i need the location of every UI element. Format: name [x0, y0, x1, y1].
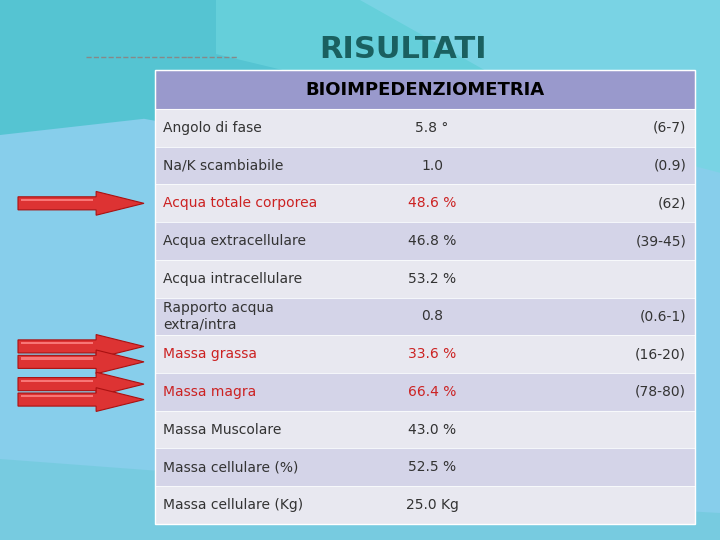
Text: 0.8: 0.8: [421, 309, 443, 323]
Polygon shape: [21, 357, 92, 360]
Bar: [155, 298, 695, 335]
Text: (39-45): (39-45): [635, 234, 686, 248]
Bar: [155, 373, 695, 411]
Polygon shape: [18, 350, 144, 374]
Polygon shape: [21, 395, 92, 397]
Text: 53.2 %: 53.2 %: [408, 272, 456, 286]
Polygon shape: [18, 388, 144, 411]
Polygon shape: [216, 0, 720, 173]
Text: Massa cellulare (%): Massa cellulare (%): [163, 460, 299, 474]
Polygon shape: [21, 342, 92, 345]
Text: Angolo di fase: Angolo di fase: [163, 121, 262, 135]
Polygon shape: [21, 380, 92, 382]
Text: (78-80): (78-80): [635, 385, 686, 399]
Bar: [155, 222, 695, 260]
Text: 48.6 %: 48.6 %: [408, 197, 456, 211]
Bar: [155, 70, 695, 524]
Text: 46.8 %: 46.8 %: [408, 234, 456, 248]
Text: 33.6 %: 33.6 %: [408, 347, 456, 361]
Text: (0.9): (0.9): [653, 159, 686, 173]
Text: 5.8 °: 5.8 °: [415, 121, 449, 135]
Text: (6-7): (6-7): [653, 121, 686, 135]
Text: 66.4 %: 66.4 %: [408, 385, 456, 399]
Polygon shape: [18, 335, 144, 359]
Text: BIOIMPEDENZIOMETRIA: BIOIMPEDENZIOMETRIA: [305, 80, 544, 99]
Polygon shape: [18, 372, 144, 396]
Text: Massa grassa: Massa grassa: [163, 347, 258, 361]
Text: (16-20): (16-20): [635, 347, 686, 361]
Text: Acqua intracellulare: Acqua intracellulare: [163, 272, 302, 286]
Bar: [155, 411, 695, 448]
Polygon shape: [0, 459, 720, 540]
Polygon shape: [0, 0, 504, 151]
Bar: [155, 335, 695, 373]
Text: 52.5 %: 52.5 %: [408, 460, 456, 474]
Bar: [155, 147, 695, 185]
Text: Massa Muscolare: Massa Muscolare: [163, 422, 282, 436]
Text: 1.0: 1.0: [421, 159, 443, 173]
Text: 25.0 Kg: 25.0 Kg: [405, 498, 459, 512]
Text: Acqua extracellulare: Acqua extracellulare: [163, 234, 307, 248]
Text: RISULTATI: RISULTATI: [320, 35, 487, 64]
Text: (0.6-1): (0.6-1): [639, 309, 686, 323]
Text: Rapporto acqua
extra/intra: Rapporto acqua extra/intra: [163, 301, 274, 332]
Polygon shape: [18, 192, 144, 215]
Text: 43.0 %: 43.0 %: [408, 422, 456, 436]
Polygon shape: [21, 199, 92, 201]
Bar: [155, 70, 695, 109]
Text: (62): (62): [657, 197, 686, 211]
Text: Massa magra: Massa magra: [163, 385, 257, 399]
Bar: [155, 109, 695, 147]
Text: Acqua totale corporea: Acqua totale corporea: [163, 197, 318, 211]
Bar: [155, 185, 695, 222]
Text: Massa cellulare (Kg): Massa cellulare (Kg): [163, 498, 304, 512]
Bar: [155, 486, 695, 524]
Bar: [155, 448, 695, 486]
Text: Na/K scambiabile: Na/K scambiabile: [163, 159, 284, 173]
Bar: [155, 260, 695, 298]
